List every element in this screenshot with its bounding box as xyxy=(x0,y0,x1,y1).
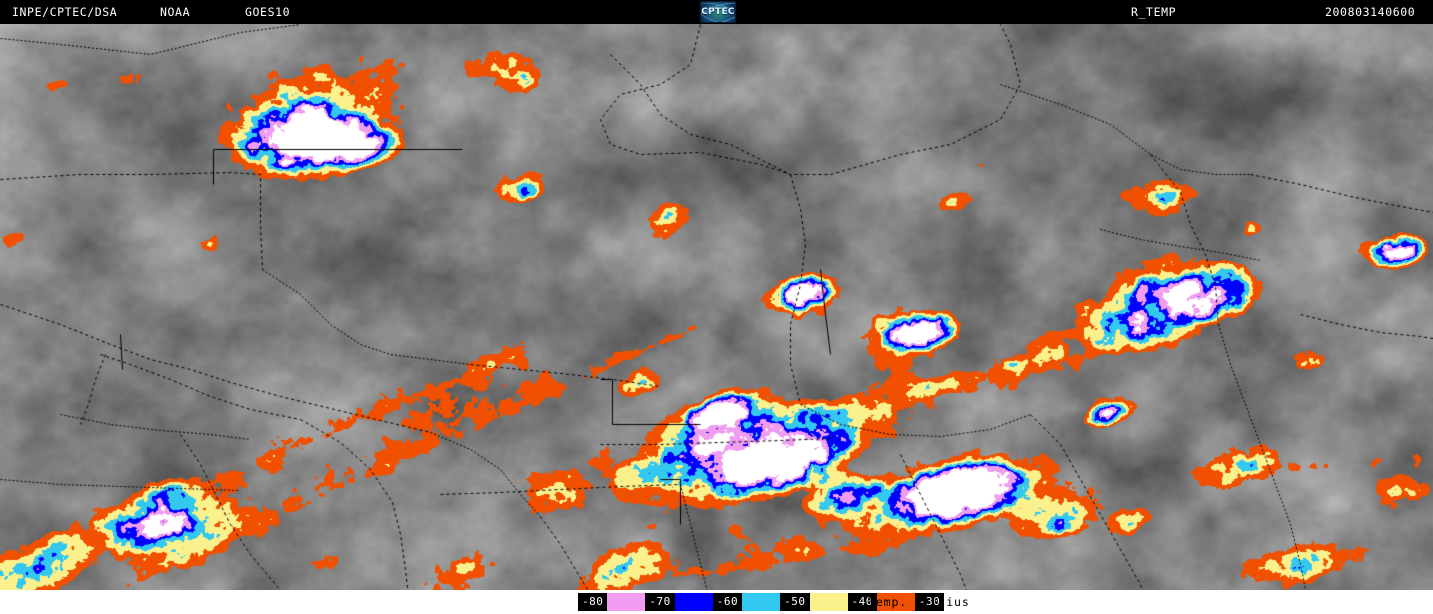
institute-label: INPE/CPTEC/DSA xyxy=(12,5,118,19)
legend-tick-0: -80 xyxy=(578,593,608,611)
legend-tick-3: -50 xyxy=(780,593,810,611)
temperature-colorbar: -80 -70 -60 -50 -40 -30 xyxy=(578,593,945,611)
legend-tick-4: -40 xyxy=(847,593,877,611)
satellite-map[interactable] xyxy=(0,24,1433,590)
satellite-label: GOES10 xyxy=(245,5,291,19)
satellite-image-canvas[interactable] xyxy=(0,24,1433,590)
legend-tick-2: -60 xyxy=(712,593,743,611)
timestamp-label: 200803140600 xyxy=(1325,5,1416,19)
footer-bar: -80 -70 -60 -50 -40 -30 Temp. Celsius xyxy=(0,590,1433,614)
product-label: R_TEMP xyxy=(1131,5,1177,19)
agency-label: NOAA xyxy=(160,5,191,19)
cptec-logo: CPTEC xyxy=(700,1,736,23)
legend-swatch-blue xyxy=(674,593,713,611)
legend-swatch-violet xyxy=(607,593,646,611)
legend-swatch-cyan xyxy=(742,593,781,611)
cptec-logo-text: CPTEC xyxy=(701,7,735,17)
legend-unit-label: Temp. Celsius xyxy=(868,595,970,609)
legend-tick-5: -30 xyxy=(914,593,945,611)
legend-swatch-yellow xyxy=(809,593,848,611)
legend-tick-1: -70 xyxy=(645,593,675,611)
header-bar: INPE/CPTEC/DSA NOAA GOES10 R_TEMP 200803… xyxy=(0,0,1433,24)
legend-swatch-orange xyxy=(876,593,915,611)
